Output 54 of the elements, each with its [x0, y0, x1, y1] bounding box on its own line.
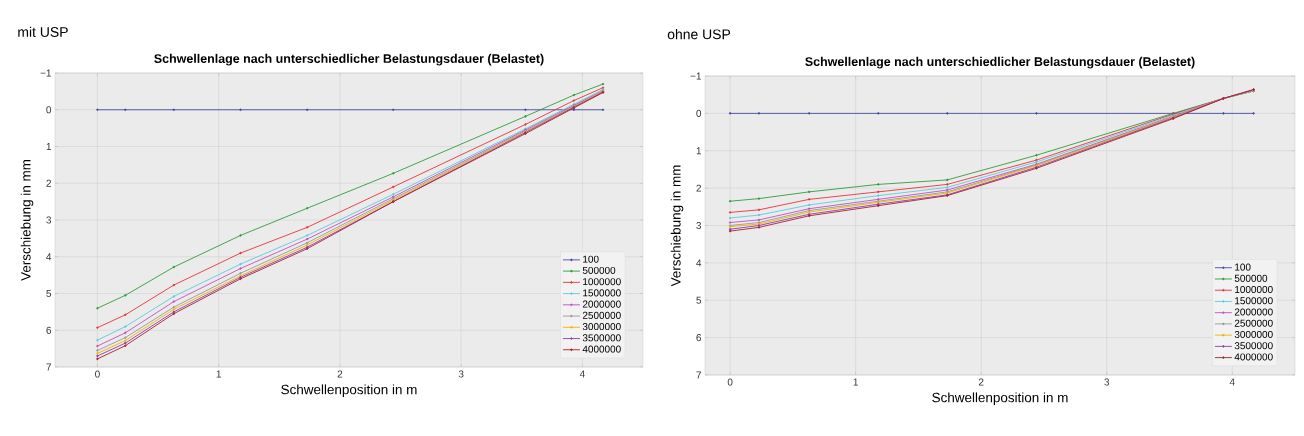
y-tick-label: 6 [46, 326, 52, 334]
legend-label: 3500000 [1234, 342, 1273, 350]
chart-title: Schwellenlage nach unterschiedlicher Belastungsdauer (Belastet) [154, 53, 544, 66]
legend-label: 500000 [582, 266, 616, 274]
y-tick-label: 4 [46, 253, 52, 261]
x-tick-label: 1 [216, 370, 221, 378]
y-tick-label: 5 [696, 296, 702, 304]
chart-title: Schwellenlage nach unterschiedlicher Belastungsdauer (Belastet) [805, 56, 1195, 69]
y-tick-label: 2 [696, 184, 701, 192]
x-tick-label: 0 [727, 378, 733, 386]
legend-label: 4000000 [582, 345, 621, 353]
legend-label: 100 [583, 255, 599, 263]
y-tick-label: 0 [696, 109, 702, 117]
legend-label: 3000000 [582, 323, 621, 331]
legend-label: 2000000 [1234, 308, 1273, 316]
y-tick-label: 3 [46, 216, 52, 224]
y-tick-label: 4 [696, 259, 702, 267]
legend-label: 2500000 [1234, 319, 1273, 327]
text: ohne USP [667, 29, 731, 40]
legend-label: 3500000 [582, 334, 621, 342]
y-tick-label: 1 [696, 147, 702, 155]
x-tick-label: 0 [95, 370, 100, 378]
text: mit USP [18, 26, 68, 37]
x-tick-label: 2 [337, 370, 343, 378]
x-tick-label: 4 [1229, 378, 1235, 386]
legend-label: 4000000 [1234, 353, 1273, 361]
x-tick-label: 2 [978, 378, 984, 386]
x-tick-label: 4 [579, 370, 585, 378]
legend-label: 2000000 [582, 300, 621, 308]
x-axis-title: Schwellenposition in m [281, 384, 417, 397]
legend-label: 1000000 [583, 278, 621, 286]
y-tick-label: −1 [690, 72, 702, 80]
y-axis-title: Verschiebung in mm [670, 165, 684, 287]
legend-label: 1500000 [1235, 297, 1273, 305]
legend-label: 100 [1235, 263, 1251, 271]
y-tick-label: −1 [40, 69, 51, 77]
y-tick-label: 2 [46, 179, 51, 187]
y-tick-label: 5 [46, 290, 52, 297]
legend-label: 500000 [1234, 274, 1268, 282]
y-tick-label: 7 [696, 371, 701, 379]
x-tick-label: 3 [458, 370, 464, 378]
y-axis-title: Verschiebung in mm [20, 160, 34, 281]
x-axis-title: Schwellenposition in m [932, 392, 1068, 405]
x-tick-label: 3 [1104, 378, 1110, 386]
legend-label: 3000000 [1234, 330, 1273, 338]
legend-label: 2500000 [582, 311, 621, 319]
y-tick-label: 1 [46, 143, 51, 150]
y-tick-label: 7 [46, 363, 51, 371]
x-tick-label: 1 [853, 378, 858, 386]
y-tick-label: 6 [696, 334, 702, 342]
y-tick-label: 0 [46, 106, 52, 114]
legend-label: 1000000 [1235, 285, 1273, 294]
legend-label: 1500000 [583, 289, 621, 297]
y-tick-label: 3 [696, 221, 702, 230]
